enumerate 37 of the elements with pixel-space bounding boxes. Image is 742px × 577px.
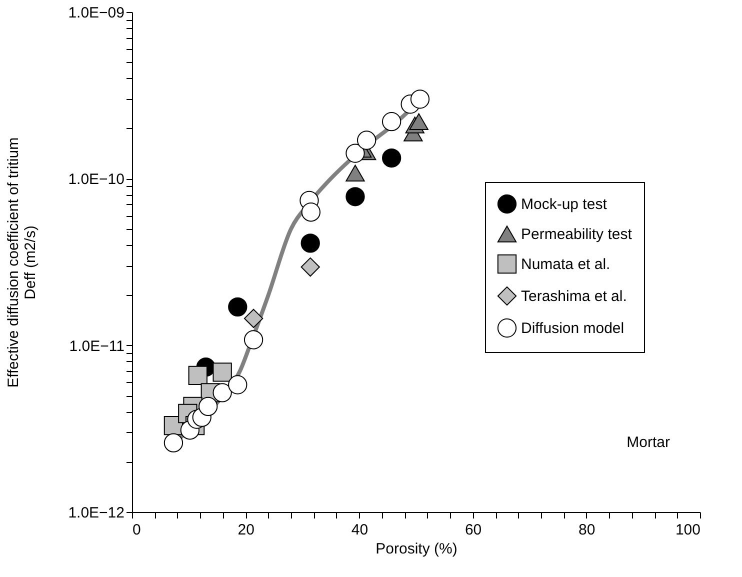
point <box>300 257 320 277</box>
legend-label: Numata et al. <box>521 256 610 273</box>
point <box>244 308 264 328</box>
point <box>382 112 402 132</box>
y-tick-label: 1.0E−11 <box>69 338 124 355</box>
point <box>382 148 402 168</box>
point <box>198 396 218 416</box>
point <box>228 375 248 394</box>
point <box>357 130 376 150</box>
point <box>228 297 248 316</box>
legend-label: Diffusion model <box>521 320 624 337</box>
point <box>346 144 365 163</box>
x-tick-label: 100 <box>675 522 700 538</box>
x-axis-title: Porosity (%) <box>376 540 458 558</box>
legend-label: Terashima et al. <box>521 288 627 305</box>
point <box>409 113 428 130</box>
point <box>346 164 365 182</box>
y-tick-label: 1.0E−12 <box>68 504 124 522</box>
point <box>300 234 320 253</box>
x-tick-label: 0 <box>132 522 141 538</box>
point <box>212 362 232 382</box>
point <box>301 202 321 222</box>
y-tick-label: 1.0E−09 <box>68 4 124 22</box>
point <box>164 433 184 452</box>
x-tick-label: 60 <box>464 522 482 538</box>
x-tick-label: 80 <box>578 522 596 538</box>
legend-label: Permeability test <box>521 226 633 243</box>
point <box>212 383 232 402</box>
point <box>188 366 208 385</box>
y-tick-label: 1.0E−10 <box>68 171 124 188</box>
point <box>244 330 264 350</box>
y-axis-title: Effective diffusion coefficient of tritium Deff (m2/s) <box>5 137 40 388</box>
x-tick-label: 40 <box>351 522 368 538</box>
annotation: Mortar <box>626 434 670 451</box>
x-tick-label: 20 <box>238 522 254 538</box>
point <box>346 187 365 206</box>
legend-label: Mock-up test <box>521 196 608 213</box>
